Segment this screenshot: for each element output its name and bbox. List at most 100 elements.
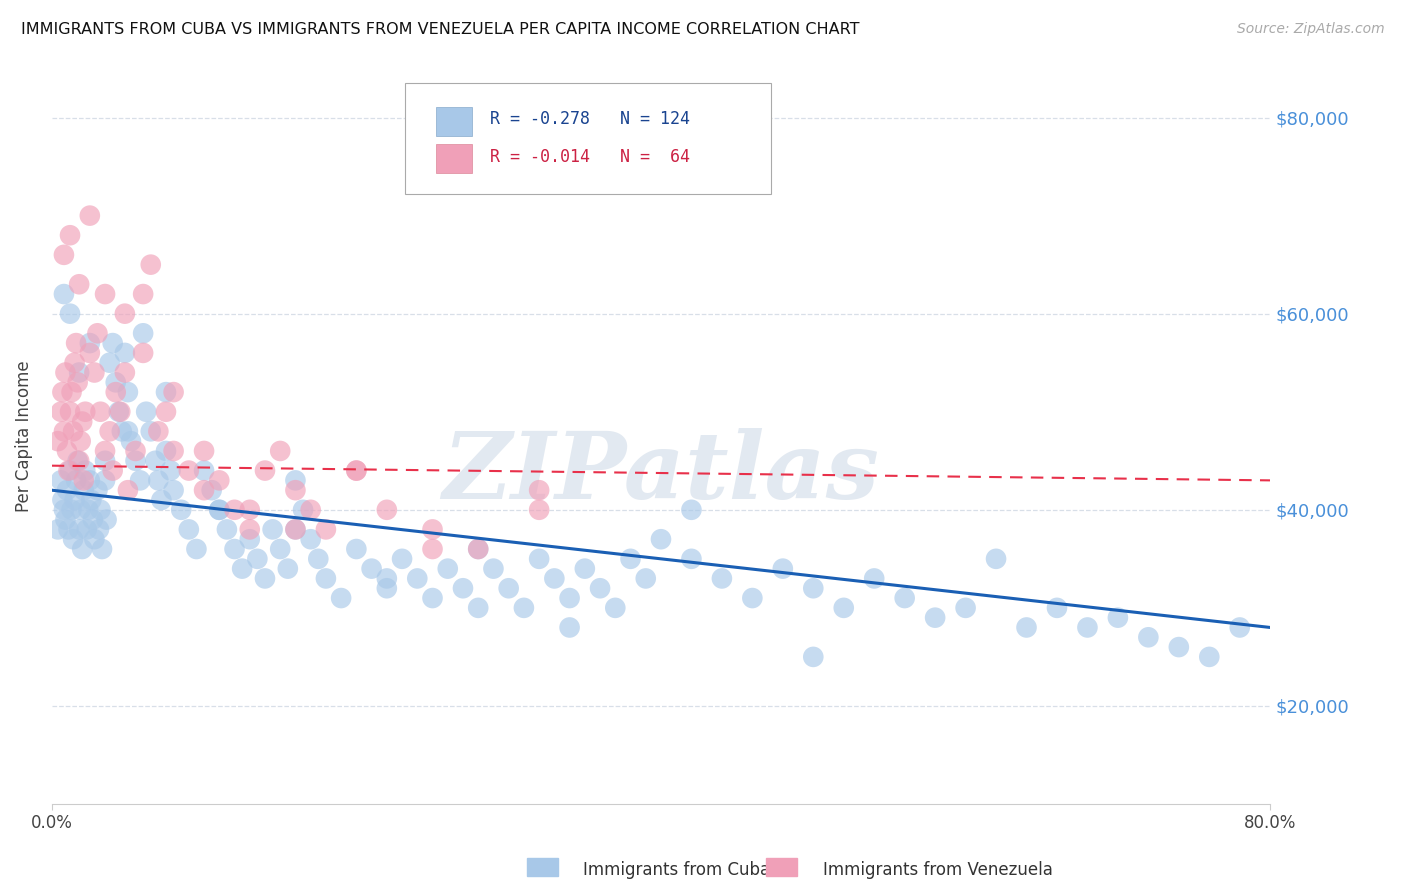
Point [482, 561, 505, 575]
Point [80, 493, 103, 508]
Point [63, 493, 86, 508]
Point [52, 503, 75, 517]
Point [1076, 620, 1098, 634]
Point [215, 523, 238, 537]
Point [741, 591, 763, 605]
Text: ZIPatlas: ZIPatlas [443, 428, 880, 518]
Point [86, 326, 108, 341]
Point [467, 600, 489, 615]
Point [527, 503, 550, 517]
Point [63, 356, 86, 370]
Point [49, 474, 72, 488]
Point [150, 493, 173, 508]
Point [344, 464, 367, 478]
Point [159, 464, 181, 478]
FancyBboxPatch shape [436, 144, 472, 173]
Point [114, 307, 136, 321]
Point [148, 425, 170, 439]
Point [1107, 610, 1129, 624]
Point [422, 541, 444, 556]
Point [299, 533, 322, 547]
Point [224, 541, 246, 556]
Point [67, 366, 90, 380]
Point [73, 483, 96, 498]
Point [62, 425, 84, 439]
Point [89, 503, 111, 517]
Point [262, 523, 284, 537]
Point [58, 523, 80, 537]
Point [69, 503, 91, 517]
Point [315, 571, 337, 585]
Point [527, 551, 550, 566]
Point [208, 503, 231, 517]
Point [79, 209, 101, 223]
Point [94, 474, 117, 488]
Point [129, 474, 152, 488]
Point [467, 541, 489, 556]
Point [83, 366, 105, 380]
Point [832, 600, 855, 615]
Point [148, 474, 170, 488]
Point [46, 523, 69, 537]
Point [75, 464, 97, 478]
Point [162, 444, 184, 458]
Point [513, 600, 536, 615]
Point [155, 444, 177, 458]
Text: Source: ZipAtlas.com: Source: ZipAtlas.com [1237, 22, 1385, 37]
Point [1167, 640, 1189, 654]
Point [76, 523, 98, 537]
Point [253, 571, 276, 585]
Point [710, 571, 733, 585]
FancyBboxPatch shape [405, 83, 770, 194]
Point [162, 385, 184, 400]
Point [277, 561, 299, 575]
Point [269, 444, 291, 458]
Point [132, 346, 155, 360]
Point [132, 287, 155, 301]
Point [51, 493, 73, 508]
Point [114, 366, 136, 380]
Point [1015, 620, 1038, 634]
Point [239, 503, 262, 517]
Text: Immigrants from Cuba: Immigrants from Cuba [583, 861, 770, 879]
Point [101, 464, 124, 478]
Point [924, 610, 946, 624]
Point [406, 571, 429, 585]
Text: R = -0.278   N = 124: R = -0.278 N = 124 [491, 110, 690, 128]
Point [104, 376, 127, 390]
Point [284, 523, 307, 537]
Point [315, 523, 337, 537]
Point [82, 513, 104, 527]
Point [246, 551, 269, 566]
Point [543, 571, 565, 585]
Point [51, 385, 73, 400]
Point [55, 366, 77, 380]
Point [299, 503, 322, 517]
Point [114, 346, 136, 360]
Point [139, 425, 162, 439]
Point [70, 541, 93, 556]
Point [589, 581, 612, 595]
Point [634, 571, 657, 585]
Point [98, 425, 121, 439]
Point [87, 523, 110, 537]
Point [117, 425, 139, 439]
Point [65, 474, 87, 488]
Point [79, 336, 101, 351]
Point [124, 444, 146, 458]
Point [52, 287, 75, 301]
Point [66, 454, 89, 468]
Text: R = -0.014   N =  64: R = -0.014 N = 64 [491, 148, 690, 166]
Point [344, 464, 367, 478]
Point [94, 444, 117, 458]
Point [863, 571, 886, 585]
Point [239, 523, 262, 537]
Point [955, 600, 977, 615]
Point [650, 533, 672, 547]
Point [467, 541, 489, 556]
Point [77, 503, 100, 517]
Point [360, 561, 382, 575]
Point [59, 405, 82, 419]
Point [239, 533, 262, 547]
Point [284, 523, 307, 537]
